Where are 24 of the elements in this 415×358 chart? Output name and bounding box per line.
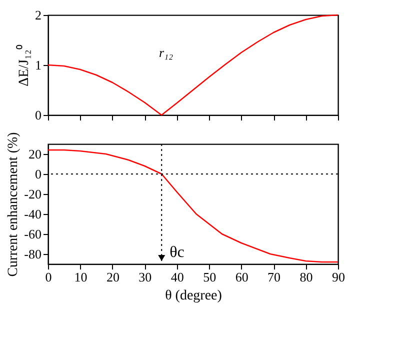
y-tick-label: -60: [24, 226, 42, 242]
y-tick-label: 1: [35, 58, 42, 72]
x-axis-title: θ (degree): [165, 288, 222, 304]
x-tick-label: 20: [106, 270, 120, 284]
y-axis-title: Current enhancement (%): [6, 132, 22, 277]
y-tick-label: -80: [24, 246, 42, 262]
x-tick-label: 50: [203, 270, 216, 284]
annotation: θc: [170, 244, 184, 261]
x-tick-label: 90: [332, 270, 345, 284]
y-tick-label: 0: [35, 108, 42, 122]
y-axis-title: ΔE/J₁₂⁰: [16, 44, 32, 86]
x-tick-label: 30: [138, 270, 152, 284]
y-tick-label: 2: [35, 8, 42, 22]
y-tick-label: -40: [24, 206, 42, 222]
x-tick-label: 60: [235, 270, 248, 284]
x-tick-label: 80: [300, 270, 313, 284]
x-tick-label: 0: [45, 270, 52, 284]
annotation: r₁₂: [158, 45, 174, 60]
x-tick-label: 40: [170, 270, 184, 284]
y-tick-label: -20: [24, 186, 42, 202]
y-tick-label: 0: [35, 166, 42, 182]
x-tick-label: 70: [268, 270, 281, 284]
x-tick-label: 10: [74, 270, 88, 284]
y-tick-label: 20: [28, 146, 42, 162]
